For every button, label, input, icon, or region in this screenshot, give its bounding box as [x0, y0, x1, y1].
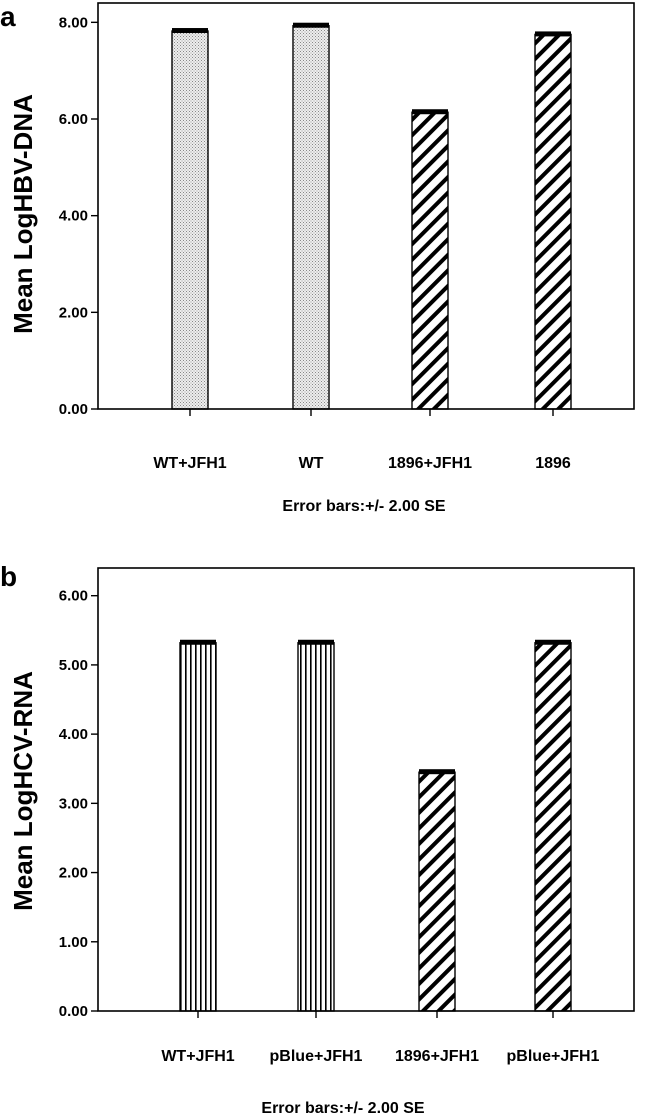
y-tick-label: 6.00 [59, 588, 88, 605]
y-tick-label: 1.00 [59, 934, 88, 951]
error-bar [535, 31, 571, 37]
category-label: WT [299, 455, 324, 472]
y-ticks-a: 0.00 2.00 4.00 6.00 8.00 [59, 14, 98, 418]
y-tick-label: 2.00 [59, 304, 88, 321]
y-tick-label: 8.00 [59, 14, 88, 31]
y-ticks-b: 0.00 1.00 2.00 3.00 4.00 5.00 6.00 [59, 588, 98, 1020]
error-bars-note-a: Error bars:+/- 2.00 SE [282, 498, 446, 515]
chart-panel-a: a Mean LogHBV-DNA 0.00 2.00 4.00 6.00 8.00 W… [0, 1, 635, 515]
category-label: WT+JFH1 [153, 455, 226, 472]
y-axis-label-a: Mean LogHBV-DNA [8, 94, 38, 334]
y-tick-label: 0.00 [59, 1003, 88, 1020]
category-label: pBlue+JFH1 [507, 1048, 600, 1065]
y-tick-label: 4.00 [59, 208, 88, 225]
chart-panel-b: b Mean LogHCV-RNA 0.00 1.00 2.00 3.00 4.00 5.… [0, 561, 635, 1117]
plot-frame-b [97, 567, 635, 1012]
bars-a [171, 22, 572, 410]
bar [418, 771, 456, 1012]
category-label: pBlue+JFH1 [270, 1048, 363, 1065]
category-label: WT+JFH1 [161, 1048, 234, 1065]
error-bar [298, 639, 334, 645]
plot-frame-a [97, 2, 635, 410]
y-tick-label: 0.00 [59, 401, 88, 418]
y-axis-label-b: Mean LogHCV-RNA [8, 671, 38, 911]
error-bar [535, 639, 571, 645]
category-labels-b: WT+JFH1 pBlue+JFH1 1896+JFH1 pBlue+JFH1 [161, 1011, 600, 1065]
error-bar [180, 639, 216, 645]
error-bars-note-b: Error bars:+/- 2.00 SE [261, 1100, 425, 1117]
bar [534, 642, 572, 1012]
panel-letter-b: b [0, 561, 17, 592]
bar [411, 111, 449, 410]
y-tick-label: 5.00 [59, 657, 88, 674]
category-label: 1896+JFH1 [388, 455, 472, 472]
panel-letter-a: a [0, 1, 16, 32]
error-bar [293, 22, 329, 28]
bar [292, 25, 330, 410]
y-tick-label: 6.00 [59, 111, 88, 128]
error-bar [412, 109, 448, 115]
error-bar [172, 28, 208, 34]
y-tick-label: 2.00 [59, 865, 88, 882]
y-tick-label: 3.00 [59, 795, 88, 812]
error-bar [419, 769, 455, 775]
category-labels-a: WT+JFH1 WT 1896+JFH1 1896 [153, 409, 571, 472]
bar [179, 642, 217, 1012]
y-tick-label: 4.00 [59, 726, 88, 743]
category-label: 1896 [535, 455, 571, 472]
bar [534, 33, 572, 410]
category-label: 1896+JFH1 [395, 1048, 479, 1065]
bar [171, 30, 209, 410]
bar [297, 642, 335, 1012]
bars-b [179, 639, 572, 1012]
